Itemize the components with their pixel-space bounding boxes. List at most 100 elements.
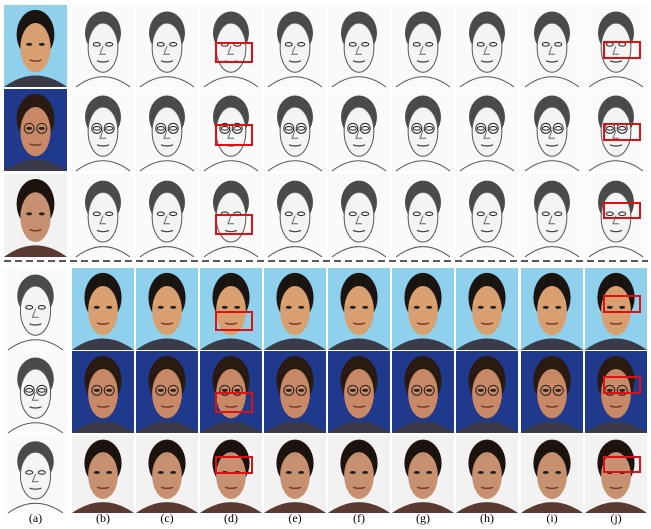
column-label: (b) [96,511,110,525]
face [19,451,52,500]
shoulders [392,502,454,513]
shoulders [588,246,644,258]
glasses [540,122,552,134]
face [472,286,502,336]
nose [419,215,426,225]
column-label: (a) [29,511,42,525]
shoulders [521,338,583,350]
face [601,286,631,336]
face [19,368,52,419]
nose [99,215,106,225]
mouth [480,405,494,408]
mouth [545,60,559,63]
mouth [352,60,366,63]
eye [105,211,114,217]
face-image [521,5,583,88]
eye [476,126,485,131]
eye [106,388,113,392]
shoulders [585,338,647,350]
glasses [23,384,35,396]
eye [425,42,434,47]
mouth [545,229,559,233]
face [407,106,439,157]
face [280,369,310,419]
mouth [609,322,623,325]
nose [419,129,426,139]
mouth [609,405,623,408]
eye [477,388,484,392]
eye [169,42,178,47]
face [471,106,503,157]
mouth [416,144,430,147]
nose [355,45,362,55]
eye [541,126,550,131]
mouth [288,144,302,147]
eye [38,212,45,216]
eye [554,211,563,217]
face [601,452,631,499]
shoulders [72,421,134,433]
nose [548,45,555,55]
eye [284,211,293,217]
mouth [352,486,366,490]
shoulders [267,160,323,172]
nose [291,129,298,139]
face [600,106,632,157]
glasses [219,122,231,134]
eye [93,470,100,474]
face-image [72,435,134,513]
mouth [416,229,430,233]
nose [548,129,555,139]
face-image [264,5,326,88]
eye [426,305,433,309]
face-image [136,351,198,433]
nose [99,129,106,139]
mouth [545,486,559,490]
eye [92,126,101,131]
mouth [416,60,430,63]
glasses [231,384,243,396]
shoulders [7,502,64,514]
face-image [4,89,67,171]
eye [542,388,549,392]
shoulders [521,502,583,513]
eye [554,42,563,47]
glasses [616,384,628,396]
eye [105,126,114,131]
shoulders [392,421,454,433]
glasses [283,122,295,134]
eye [555,388,562,392]
mouth [609,144,623,147]
face [343,191,375,243]
face [87,22,119,73]
nose [163,45,170,55]
mouth [352,229,366,233]
face-image [392,5,454,88]
shoulders [203,160,259,172]
glasses [36,384,48,396]
eye [26,212,33,216]
mouth [288,486,302,490]
eye [297,42,306,47]
shoulders [395,76,451,88]
nose [227,45,234,55]
mouth [480,60,494,63]
mouth [29,323,42,326]
eye [38,126,45,130]
face-image [392,174,454,258]
nose [483,129,490,139]
shoulders [459,76,515,88]
glasses [36,122,48,134]
face-image [456,89,518,172]
face [344,369,374,419]
shoulders [328,421,390,433]
eye [606,305,613,309]
eye [425,126,434,131]
face-image [4,351,67,434]
face [600,22,632,73]
eye [605,126,614,131]
face [537,286,567,336]
face [537,452,567,499]
eye [426,388,433,392]
mouth [352,322,366,325]
